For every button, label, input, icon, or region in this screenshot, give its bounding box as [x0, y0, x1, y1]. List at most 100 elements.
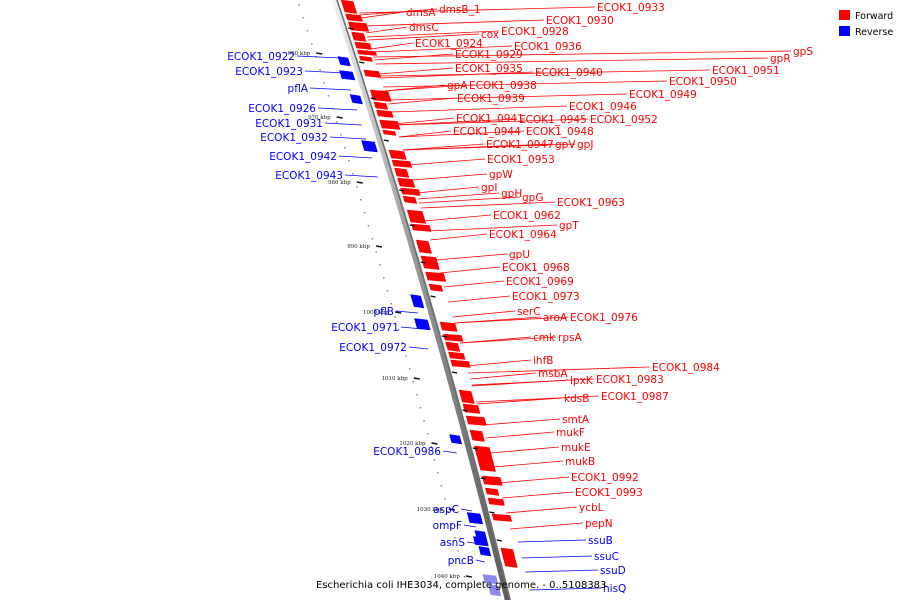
forward-gene-label: ECOK1_0973 — [512, 291, 580, 303]
leader-line — [398, 130, 452, 138]
leader-line — [448, 295, 511, 303]
forward-gene-label: serC — [517, 306, 541, 318]
leader-line — [394, 117, 455, 125]
minor-tick — [423, 420, 425, 422]
forward-gene-block — [439, 321, 458, 332]
forward-gene-block — [388, 149, 407, 160]
feature-marker — [359, 61, 365, 64]
reverse-gene-block — [482, 574, 499, 585]
minor-tick — [416, 394, 418, 396]
minor-tick — [311, 43, 313, 45]
leader-line — [371, 45, 513, 53]
scale-label: 960 kbp — [288, 51, 311, 57]
leader-line — [439, 266, 501, 274]
leader-line — [317, 107, 358, 111]
minor-tick — [450, 524, 453, 526]
forward-gene-label: ECOK1_0947 — [486, 139, 554, 151]
leader-line — [373, 50, 792, 58]
minor-tick — [405, 355, 407, 357]
reverse-gene-label: pncB — [448, 555, 474, 567]
forward-gene-label: gpW — [489, 169, 513, 181]
forward-gene-label: ECOK1_0941 — [456, 113, 524, 125]
forward-gene-label: gpH — [501, 188, 522, 200]
scale-label: 970 kbp — [308, 115, 331, 121]
reverse-gene-label: ECOK1_0931 — [255, 118, 323, 130]
reverse-gene-label: ECOK1_0922 — [227, 51, 295, 63]
leader-line — [424, 214, 492, 222]
reverse-gene-block — [361, 140, 378, 153]
forward-gene-block — [415, 239, 433, 254]
scale-label: 1010 kbp — [382, 376, 409, 382]
legend-label: Reverse — [855, 27, 893, 38]
forward-gene-block — [356, 49, 377, 56]
minor-tick — [348, 160, 350, 162]
forward-gene-label: ECOK1_0953 — [487, 154, 555, 166]
forward-gene-label: gpT — [559, 220, 579, 232]
leader-line — [529, 587, 602, 591]
reverse-gene-block — [410, 294, 425, 309]
leader-line — [466, 359, 532, 367]
reverse-gene-label: ECOK1_0932 — [260, 132, 328, 144]
scale-label: 1020 kbp — [399, 441, 426, 447]
reverse-gene-label: aspC — [433, 504, 459, 516]
leader-line — [490, 446, 560, 454]
forward-gene-label: gpJ — [577, 139, 593, 151]
leader-line — [344, 174, 378, 178]
legend-label: Forward — [855, 11, 893, 22]
major-tick — [465, 575, 472, 578]
forward-gene-label: ECOK1_0944 — [453, 126, 521, 138]
leader-line — [359, 8, 438, 16]
forward-gene-block — [351, 31, 367, 42]
feature-marker — [472, 447, 478, 450]
reverse-gene-label: ECOK1_0923 — [235, 66, 303, 78]
forward-gene-block — [394, 167, 410, 178]
forward-gene-label: dmsA — [406, 7, 436, 19]
reverse-gene-label: ECOK1_0972 — [339, 342, 407, 354]
reverse-gene-block — [487, 584, 502, 597]
forward-gene-block — [491, 513, 513, 522]
minor-tick — [463, 576, 466, 578]
minor-tick — [363, 212, 366, 214]
minor-tick — [386, 290, 389, 292]
minor-tick — [437, 472, 439, 474]
legend-swatch — [839, 26, 850, 36]
forward-gene-block — [487, 497, 505, 506]
leader-line — [430, 233, 488, 241]
leader-line — [309, 87, 351, 91]
minor-tick — [419, 407, 422, 409]
minor-tick — [340, 134, 342, 136]
major-tick — [375, 245, 383, 248]
minor-tick — [367, 225, 370, 227]
forward-gene-block — [473, 445, 496, 472]
leader-line — [360, 11, 405, 19]
minor-tick — [467, 589, 469, 591]
forward-gene-label: cox — [481, 29, 499, 41]
leader-line — [383, 80, 668, 88]
feature-marker — [489, 511, 495, 514]
gene-features — [337, 0, 518, 597]
minor-tick — [371, 238, 374, 240]
leader-line — [443, 280, 505, 288]
forward-gene-label: ECOK1_0987 — [601, 391, 669, 403]
forward-gene-block — [376, 109, 394, 118]
forward-gene-block — [391, 159, 413, 168]
forward-gene-block — [450, 359, 471, 368]
leader-line — [417, 192, 500, 200]
genome-backbone — [331, 0, 511, 600]
feature-marker — [409, 224, 415, 227]
leader-line — [384, 84, 468, 92]
leader-line — [463, 524, 477, 528]
leader-line — [475, 559, 485, 563]
feature-marker — [462, 409, 468, 412]
leader-line — [509, 522, 584, 530]
minor-tick — [306, 30, 309, 32]
leader-line — [408, 346, 429, 350]
forward-gene-block — [382, 129, 397, 136]
forward-gene-block — [345, 13, 363, 22]
leader-line — [498, 476, 570, 484]
leader-line — [387, 93, 628, 101]
reverse-gene-label: ECOK1_0943 — [275, 170, 343, 182]
forward-gene-label: ECOK1_0950 — [669, 76, 737, 88]
leader-line — [466, 541, 481, 545]
